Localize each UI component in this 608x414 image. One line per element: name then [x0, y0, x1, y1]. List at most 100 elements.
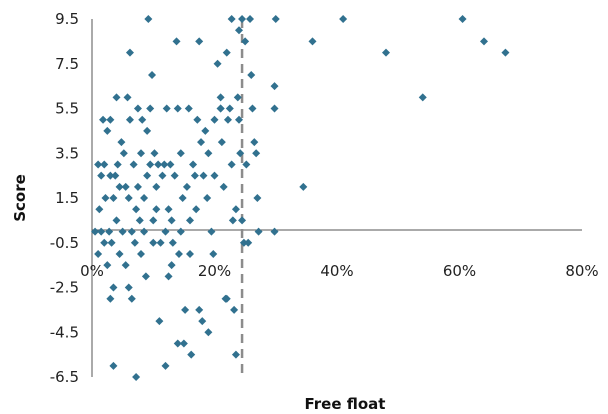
data-point — [100, 238, 109, 247]
data-point — [149, 238, 158, 247]
data-point — [127, 294, 136, 303]
data-point — [270, 227, 279, 236]
data-point — [109, 361, 118, 370]
data-point — [150, 149, 159, 158]
data-point — [210, 115, 219, 124]
data-point — [167, 261, 176, 270]
data-point — [152, 205, 161, 214]
data-point — [140, 227, 149, 236]
data-point — [154, 160, 163, 169]
data-point — [121, 261, 130, 270]
y-tick-label: 1.5 — [55, 189, 79, 207]
data-point — [121, 182, 130, 191]
data-point — [253, 194, 262, 202]
data-point — [143, 126, 152, 135]
data-point — [179, 339, 188, 348]
data-point — [270, 82, 279, 91]
data-point — [130, 238, 139, 247]
data-point — [148, 70, 157, 79]
data-point — [129, 160, 138, 169]
data-point — [106, 115, 115, 124]
y-tick-label: -2.5 — [50, 279, 79, 297]
data-point — [227, 15, 236, 23]
data-point — [238, 216, 247, 225]
data-point — [173, 339, 182, 348]
data-point — [146, 104, 155, 113]
data-point — [118, 227, 127, 236]
data-point — [94, 249, 103, 258]
y-tick-label: -6.5 — [50, 368, 79, 386]
data-point — [480, 37, 488, 46]
data-point — [125, 48, 134, 57]
data-point — [144, 15, 153, 23]
data-point — [244, 238, 253, 247]
data-point — [242, 160, 251, 169]
data-point — [382, 48, 390, 57]
data-point — [271, 15, 280, 23]
data-point — [156, 238, 165, 247]
y-tick-label: -0.5 — [50, 234, 79, 252]
data-point — [166, 160, 175, 169]
data-point — [270, 104, 279, 113]
data-point — [101, 194, 110, 202]
data-point — [132, 373, 141, 381]
data-point — [173, 104, 182, 113]
data-point — [176, 227, 185, 236]
data-point — [149, 216, 158, 225]
x-tick-label: 60% — [443, 262, 476, 280]
data-point — [127, 227, 136, 236]
data-point — [112, 93, 121, 102]
data-point — [170, 171, 179, 180]
data-points — [91, 15, 510, 381]
data-point — [223, 115, 232, 124]
data-point — [210, 171, 219, 180]
data-point — [235, 26, 243, 35]
data-point — [103, 261, 112, 270]
data-point — [236, 149, 245, 158]
data-point — [217, 138, 226, 147]
data-point — [113, 160, 122, 169]
data-point — [138, 115, 147, 124]
data-point — [501, 48, 510, 57]
data-point — [112, 216, 121, 225]
data-point — [133, 104, 142, 113]
data-point — [174, 249, 183, 258]
data-point — [137, 149, 145, 158]
data-point — [248, 104, 257, 113]
data-point — [231, 205, 240, 214]
data-point — [168, 238, 177, 247]
data-point — [181, 305, 190, 314]
data-point — [172, 37, 181, 46]
data-point — [222, 294, 231, 303]
data-point — [133, 182, 142, 191]
data-point — [117, 138, 126, 147]
data-point — [204, 328, 213, 337]
data-point — [160, 160, 169, 169]
data-point — [216, 104, 225, 113]
data-point — [186, 249, 194, 258]
data-point — [187, 350, 196, 359]
data-point — [199, 171, 208, 180]
data-point — [103, 126, 112, 135]
data-point — [233, 93, 242, 102]
data-point — [213, 59, 222, 68]
y-tick-labels: -6.5 -4.5 -2.5 -0.5 1.5 3.5 5.5 7.5 9.5 — [50, 10, 79, 386]
data-point — [204, 149, 213, 158]
data-point — [124, 194, 133, 202]
data-point — [115, 182, 124, 191]
data-point — [162, 104, 171, 113]
x-tick-label: 20% — [198, 262, 231, 280]
data-point — [308, 37, 317, 46]
data-point — [94, 160, 103, 169]
data-point — [125, 115, 134, 124]
data-point — [247, 70, 256, 79]
data-point — [111, 171, 120, 180]
x-tick-label: 80% — [565, 262, 598, 280]
y-tick-label: 3.5 — [55, 144, 79, 162]
data-point — [197, 138, 206, 147]
data-point — [105, 227, 114, 236]
data-point — [228, 216, 237, 225]
data-point — [250, 138, 259, 147]
data-point — [219, 182, 228, 191]
data-point — [235, 115, 243, 124]
